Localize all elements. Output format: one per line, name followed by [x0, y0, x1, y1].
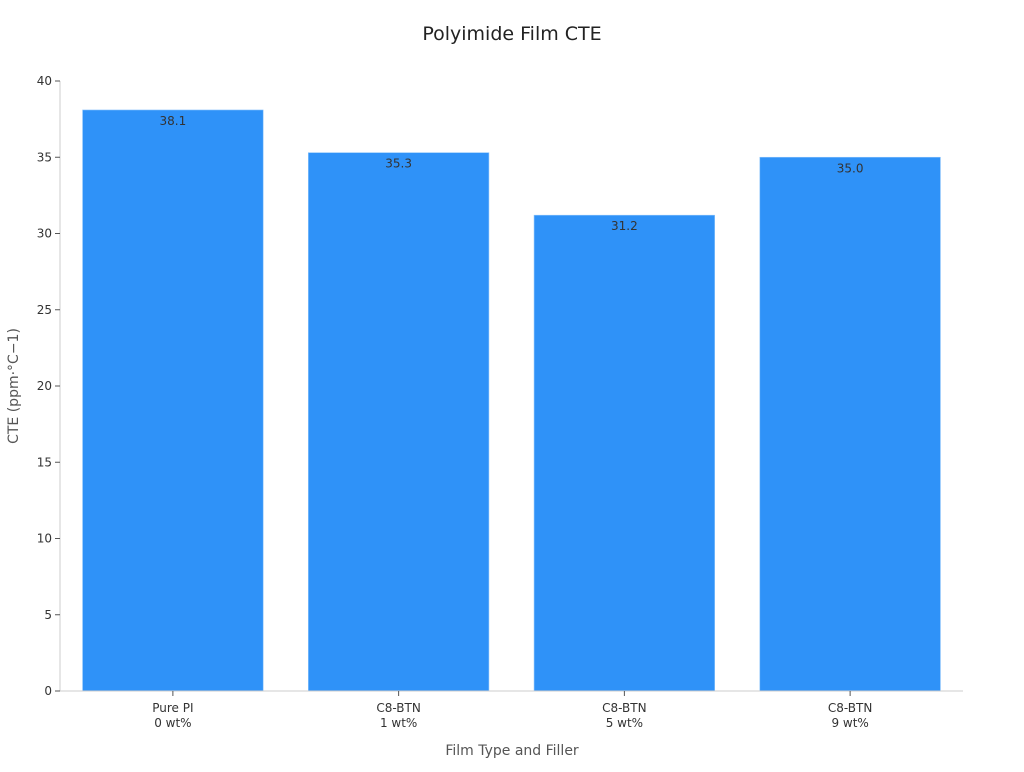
chart-title: Polyimide Film CTE [422, 23, 601, 45]
y-tick-label: 5 [44, 608, 52, 622]
y-tick-label: 20 [37, 379, 52, 393]
x-tick-label: Pure PI [152, 701, 193, 715]
y-tick-label: 15 [37, 455, 52, 469]
bar [308, 152, 490, 692]
bar-value-label: 31.2 [611, 219, 638, 233]
y-axis-label: CTE (ppm·°C−1) [6, 328, 22, 444]
y-tick-label: 0 [44, 684, 52, 698]
y-tick-label: 30 [37, 227, 52, 241]
bar-value-label: 38.1 [160, 114, 187, 128]
x-tick-label: C8-BTN [376, 701, 420, 715]
x-tick-label: C8-BTN [602, 701, 646, 715]
bar [82, 109, 264, 692]
y-tick-label: 10 [37, 532, 52, 546]
y-tick-label: 25 [37, 303, 52, 317]
y-tick-label: 40 [37, 74, 52, 88]
x-tick-label: 9 wt% [831, 716, 868, 730]
x-tick-label: 5 wt% [606, 716, 643, 730]
bar-value-label: 35.0 [837, 161, 864, 175]
y-tick-label: 35 [37, 150, 52, 164]
x-tick-label: C8-BTN [828, 701, 872, 715]
bar [759, 156, 941, 692]
x-tick-label: 1 wt% [380, 716, 417, 730]
x-axis-label: Film Type and Filler [445, 743, 579, 759]
bar [533, 214, 715, 692]
bar-value-label: 35.3 [385, 157, 412, 171]
x-tick-label: 0 wt% [154, 716, 191, 730]
